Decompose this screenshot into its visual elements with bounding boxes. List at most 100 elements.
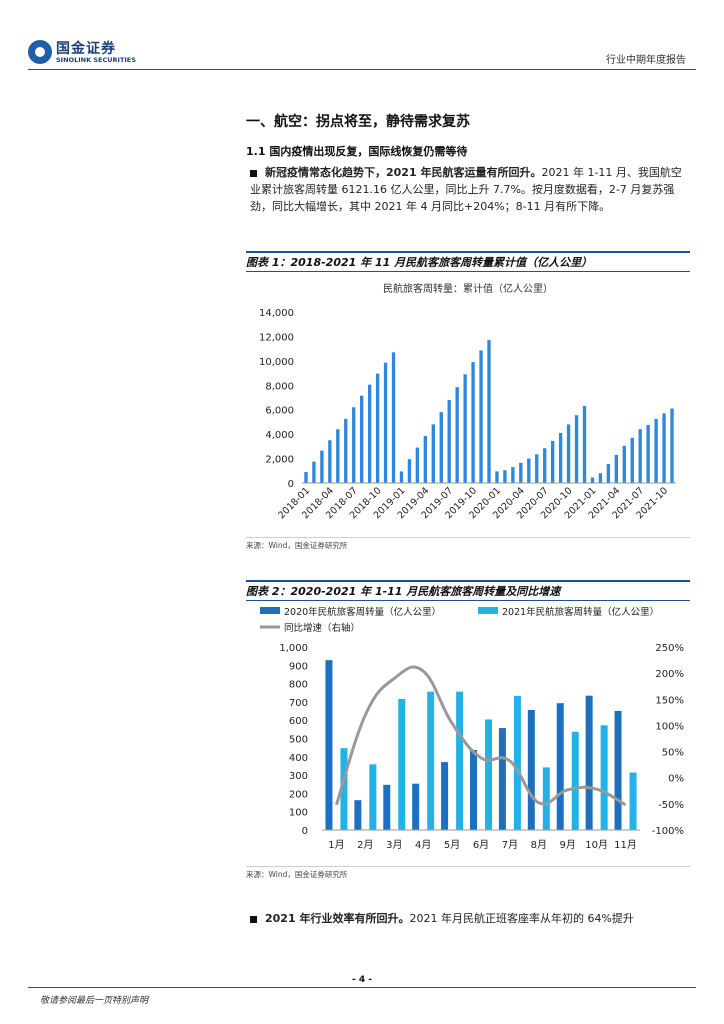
page-number: - 4 - — [352, 975, 372, 985]
paragraph-1-body: 2021 年 1-11 月、我国航空业累计旅客周转量 6121.16 亿人公里，… — [250, 166, 682, 213]
chart-1-bar — [431, 424, 435, 483]
logo-icon — [28, 40, 52, 64]
chart-1-bar — [344, 418, 348, 483]
chart-2-y2tick-label: 0% — [668, 774, 684, 785]
chart-1-bar — [328, 440, 332, 483]
chart-1-bar — [407, 459, 412, 483]
chart-2-bar-2020 — [354, 800, 362, 830]
chart-1-bar — [447, 399, 451, 483]
legend-swatch-2020 — [260, 607, 280, 614]
chart-2-bar-2020 — [585, 695, 593, 830]
chart-1-bar — [487, 340, 491, 483]
chart-2-xtick-label: 7月 — [502, 839, 518, 851]
chart-1-bar — [670, 408, 674, 483]
chart-1-bar — [590, 477, 595, 483]
chart-2-bar-2020 — [556, 703, 564, 830]
chart-1-bar — [383, 362, 388, 483]
figure-2-source-rule — [246, 866, 690, 867]
chart-1-bar — [662, 413, 666, 483]
paragraph-1: 新冠疫情常态化趋势下，2021 年民航客运量有所回升。2021 年 1-11 月… — [250, 164, 690, 215]
chart-1-bar — [527, 458, 531, 483]
chart-2-bar-2020 — [614, 710, 622, 830]
chart-2-bar-2020 — [412, 783, 420, 830]
chart-1-bar — [312, 461, 316, 483]
figure-2-title: 图表 2：2020-2021 年 1-11 月民航客旅客周转量及同比增速 — [246, 585, 561, 598]
figure-2-title-rule — [246, 600, 690, 601]
chart-2-bar-2021 — [340, 748, 348, 830]
paragraph-1-lead: 新冠疫情常态化趋势下，2021 年民航客运量有所回升。 — [265, 166, 542, 179]
chart-2-ytick-label: 700 — [289, 698, 308, 709]
chart-2-bar-2021 — [600, 725, 608, 830]
chart-2-xtick-label: 4月 — [415, 839, 431, 851]
chart-2-xtick-label: 1月 — [328, 839, 344, 851]
figure-2-source: 来源：Wind，国金证券研究所 — [246, 870, 348, 879]
chart-1-bar — [304, 472, 308, 483]
chart-1-bar — [360, 395, 364, 483]
logo-text-en: SINOLINK SECURITIES — [56, 56, 136, 64]
chart-1-bar — [511, 467, 515, 483]
chart-1-bar — [495, 471, 499, 483]
legend-label-yoy: 同比增速（右轴） — [284, 622, 360, 634]
chart-2-bar-2021 — [456, 691, 464, 830]
legend-label-2021: 2021年民航旅客周转量（亿人公里） — [502, 606, 659, 618]
chart-1-bar — [574, 415, 579, 483]
chart-2-ytick-label: 1,000 — [279, 643, 308, 654]
chart-2-ytick-label: 0 — [302, 826, 308, 837]
chart-2-xtick-label: 2月 — [357, 839, 373, 851]
chart-2-bar-2021 — [629, 772, 637, 830]
footer-disclaimer: 敬请参阅最后一页特别声明 — [40, 996, 149, 1006]
chart-1-bar — [519, 462, 523, 483]
chart-2-y2tick-label: 100% — [655, 721, 684, 732]
chart-1-bar — [550, 440, 555, 483]
chart-1-bar — [503, 470, 507, 483]
chart-1-bar — [614, 454, 618, 483]
chart-2-y2tick-label: 250% — [655, 643, 684, 654]
chart-2-ytick-label: 200 — [289, 789, 308, 800]
chart-2-bar-2020 — [383, 784, 391, 830]
chart-2-ytick-label: 600 — [289, 716, 308, 727]
chart-1-title: 民航旅客周转量：累计值（亿人公里） — [383, 282, 553, 295]
chart-2-xtick-label: 3月 — [386, 839, 402, 851]
chart-2-ytick-label: 100 — [289, 808, 308, 819]
chart-2-ytick-label: 800 — [289, 680, 308, 691]
chart-2-y2tick-label: 150% — [655, 695, 684, 706]
chart-1-bar — [463, 374, 467, 483]
report-type: 行业中期年度报告 — [606, 55, 686, 66]
chart-2-bar-2020 — [527, 709, 535, 830]
chart-1-bar — [336, 429, 340, 483]
chart-1-bar — [320, 450, 324, 483]
chart-2-bar-2020 — [498, 728, 506, 830]
figure-1-title: 图表 1：2018-2021 年 11 月民航客旅客周转量累计值（亿人公里） — [246, 256, 593, 269]
bullet-icon — [250, 915, 257, 923]
legend-label-2020: 2020年民航旅客周转量（亿人公里） — [284, 606, 441, 618]
chart-2-bar-2020 — [325, 660, 333, 830]
figure-1-top-rule — [246, 251, 690, 253]
bullet-icon — [250, 169, 257, 177]
chart-2-ytick-label: 500 — [289, 735, 308, 746]
chart-1-ytick-label: 10,000 — [259, 357, 294, 368]
legend-swatch-2021 — [478, 607, 498, 614]
chart-1-bar — [606, 464, 611, 483]
header-divider — [28, 69, 696, 70]
chart-1-bar — [399, 471, 404, 483]
chart-1-ytick-label: 0 — [288, 479, 294, 490]
chart-1-bar — [455, 387, 459, 483]
chart-2-bar-2021 — [542, 767, 550, 830]
chart-1-bar — [439, 412, 443, 483]
chart-1-ytick-label: 14,000 — [259, 308, 294, 319]
chart-2-bar-2021 — [571, 731, 579, 830]
chart-2-xtick-label: 6月 — [473, 839, 489, 851]
chart-1-bar — [638, 429, 642, 483]
figure-2-top-rule — [246, 580, 690, 582]
chart-1-bar — [566, 424, 571, 483]
chart-2-y2tick-label: 200% — [655, 669, 684, 680]
figure-1-source-rule — [246, 537, 690, 538]
chart-2-bar-2021 — [398, 698, 406, 830]
logo-text-cn: 国金证券 — [56, 41, 116, 57]
chart-1-bar — [654, 418, 658, 483]
chart-2-xtick-label: 8月 — [531, 839, 547, 851]
logo: 国金证券 SINOLINK SECURITIES — [28, 40, 136, 66]
paragraph-2: 2021 年行业效率有所回升。2021 年月民航正班客座率从年初的 64%提升 — [250, 910, 690, 927]
chart-2-xtick-label: 9月 — [560, 839, 576, 851]
chart-1-bar — [630, 437, 634, 483]
